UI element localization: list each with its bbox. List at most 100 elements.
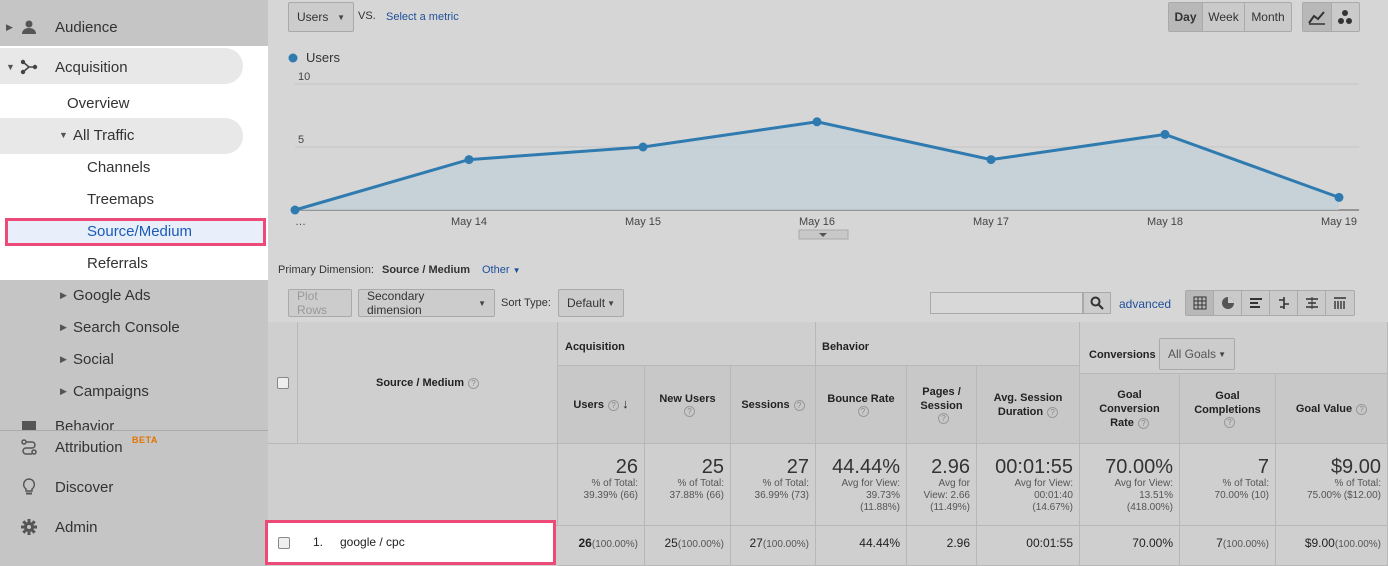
nav-google-ads[interactable]: ▶ Google Ads [0, 279, 268, 311]
goals-dropdown[interactable]: All Goals ▼ [1159, 338, 1235, 370]
person-icon [20, 18, 38, 36]
row-goal-value: $9.00(100.00%) [1276, 526, 1388, 566]
row-users-value: 26 [578, 536, 592, 550]
week-button[interactable]: Week [1203, 3, 1245, 31]
help-icon: ? [938, 413, 949, 424]
advanced-filter-link[interactable]: advanced [1119, 297, 1172, 311]
total-goal-value: $9.00 % of Total: 75.00% ($12.00) [1276, 444, 1388, 526]
primary-dimension-value[interactable]: Source / Medium [382, 264, 471, 276]
data-point[interactable] [290, 205, 300, 215]
data-point[interactable] [986, 155, 996, 165]
col-goal-value[interactable]: Goal Value? [1276, 374, 1388, 444]
col-pages-label-1: Pages / [922, 386, 961, 398]
search-icon [1090, 296, 1104, 310]
data-point[interactable] [1160, 129, 1170, 139]
row-index: 1. [313, 535, 324, 549]
bar-view-icon[interactable] [1242, 291, 1270, 315]
nav-all-traffic[interactable]: ▼ All Traffic [0, 119, 268, 151]
nav-search-console[interactable]: ▶ Search Console [0, 311, 268, 343]
comparison-view-icon[interactable] [1270, 291, 1298, 315]
caret-down-icon: ▼ [59, 130, 68, 140]
total-gcr-sub2: 13.51% [1139, 490, 1173, 501]
col-avg-session-duration[interactable]: Avg. Session Duration? [977, 366, 1080, 444]
nav-admin[interactable]: Admin [0, 511, 268, 543]
total-gcr-value: 70.00% [1105, 456, 1173, 478]
table-row[interactable]: 1. google / cpc [265, 520, 556, 565]
select-all-checkbox[interactable] [277, 377, 289, 389]
nav-audience-label: Audience [55, 18, 118, 36]
nav-behavior-label: Behavior [55, 418, 115, 430]
col-sessions-text: Sessions [741, 398, 790, 411]
vs-label: VS. [358, 10, 376, 22]
data-point[interactable] [638, 142, 648, 152]
line-chart-icon[interactable] [1303, 3, 1332, 31]
search-button[interactable] [1083, 292, 1111, 314]
pie-view-icon[interactable] [1214, 291, 1242, 315]
gear-icon [20, 518, 38, 536]
select-metric-link[interactable]: Select a metric [386, 11, 459, 23]
x-tick-label: May 15 [625, 216, 661, 228]
data-point[interactable] [812, 117, 822, 127]
nav-behavior[interactable]: Behavior [0, 412, 268, 430]
secondary-dimension-dropdown[interactable]: Secondary dimension ▼ [358, 289, 495, 317]
totals-label-cell [268, 444, 558, 526]
col-pages-session[interactable]: Pages / Session? [907, 366, 977, 444]
col-new-users[interactable]: New Users? [645, 366, 731, 444]
row-gc-pct: (100.00%) [1222, 539, 1269, 550]
legend-dot [288, 53, 298, 63]
term-cloud-view-icon[interactable] [1298, 291, 1326, 315]
nav-treemaps[interactable]: Treemaps [0, 183, 268, 215]
nav-discover[interactable]: Discover [0, 471, 268, 503]
nav-overview[interactable]: Overview [0, 87, 268, 119]
col-bounce-rate[interactable]: Bounce Rate? [816, 366, 907, 444]
goals-dropdown-label: All Goals [1168, 347, 1217, 361]
col-gcr-label-3-wrap: Rate? [1110, 416, 1149, 430]
sidebar-divider [0, 430, 268, 431]
group-conversions: Conversions All Goals ▼ [1080, 322, 1388, 374]
nav-source-medium-selected[interactable] [5, 218, 266, 246]
total-pages-sub1: Avg for [938, 478, 971, 489]
nav-channels[interactable]: Channels [0, 151, 268, 183]
dropdown-arrow-icon: ▼ [337, 12, 345, 22]
data-point[interactable] [464, 155, 474, 165]
table-view-icon[interactable] [1186, 291, 1214, 315]
caret-right-icon: ▶ [6, 21, 13, 32]
nav-channels-label: Channels [87, 158, 151, 176]
total-gcr-sub1: Avg for View: [1114, 478, 1173, 489]
nav-campaigns[interactable]: ▶ Campaigns [0, 375, 268, 407]
sort-type-dropdown[interactable]: Default ▼ [558, 289, 624, 317]
row-goal-completions: 7(100.00%) [1180, 526, 1276, 566]
row-source-medium-link[interactable]: google / cpc [340, 535, 405, 549]
lightbulb-icon [20, 478, 38, 496]
nav-audience[interactable]: ▶ Audience [0, 11, 268, 43]
col-goal-conversion-rate[interactable]: Goal Conversion Rate? [1080, 374, 1180, 444]
total-new-users-value: 25 [701, 456, 724, 478]
col-sessions[interactable]: Sessions? [731, 366, 816, 444]
chart-x-labels: … May 14 May 15 May 16 May 17 May 18 May 19 [295, 216, 1357, 228]
nav-referrals[interactable]: Referrals [0, 247, 268, 279]
nav-acquisition[interactable]: ▼ Acquisition [0, 51, 268, 83]
table-search-input[interactable] [930, 292, 1083, 314]
row-pages-value: 2.96 [946, 536, 970, 550]
motion-chart-icon[interactable] [1332, 3, 1360, 31]
day-button[interactable]: Day [1169, 3, 1203, 31]
x-tick-label: May 17 [973, 216, 1009, 228]
y-tick-label: 10 [298, 71, 310, 83]
pivot-view-icon[interactable] [1326, 291, 1354, 315]
metric-dropdown[interactable]: Users ▼ [288, 2, 354, 32]
total-new-users: 25 % of Total: 37.88% (66) [645, 444, 731, 526]
col-source-medium[interactable]: Source / Medium? [298, 322, 558, 444]
col-goal-completions[interactable]: Goal Completions? [1180, 374, 1276, 444]
other-dimension-link[interactable]: Other ▼ [482, 264, 521, 276]
month-button[interactable]: Month [1251, 10, 1285, 24]
dropdown-arrow-icon: ▼ [1218, 349, 1226, 359]
plot-rows-button[interactable]: Plot Rows [288, 289, 352, 317]
legend-label: Users [306, 50, 340, 65]
nav-social[interactable]: ▶ Social [0, 343, 268, 375]
nav-treemaps-label: Treemaps [87, 190, 154, 208]
nav-source-medium[interactable]: Source/Medium [0, 215, 268, 247]
nav-attribution[interactable]: Attribution [0, 431, 268, 463]
row-checkbox[interactable] [278, 537, 290, 549]
col-users[interactable]: Users? ↓ [558, 366, 645, 444]
data-point[interactable] [1334, 192, 1344, 202]
